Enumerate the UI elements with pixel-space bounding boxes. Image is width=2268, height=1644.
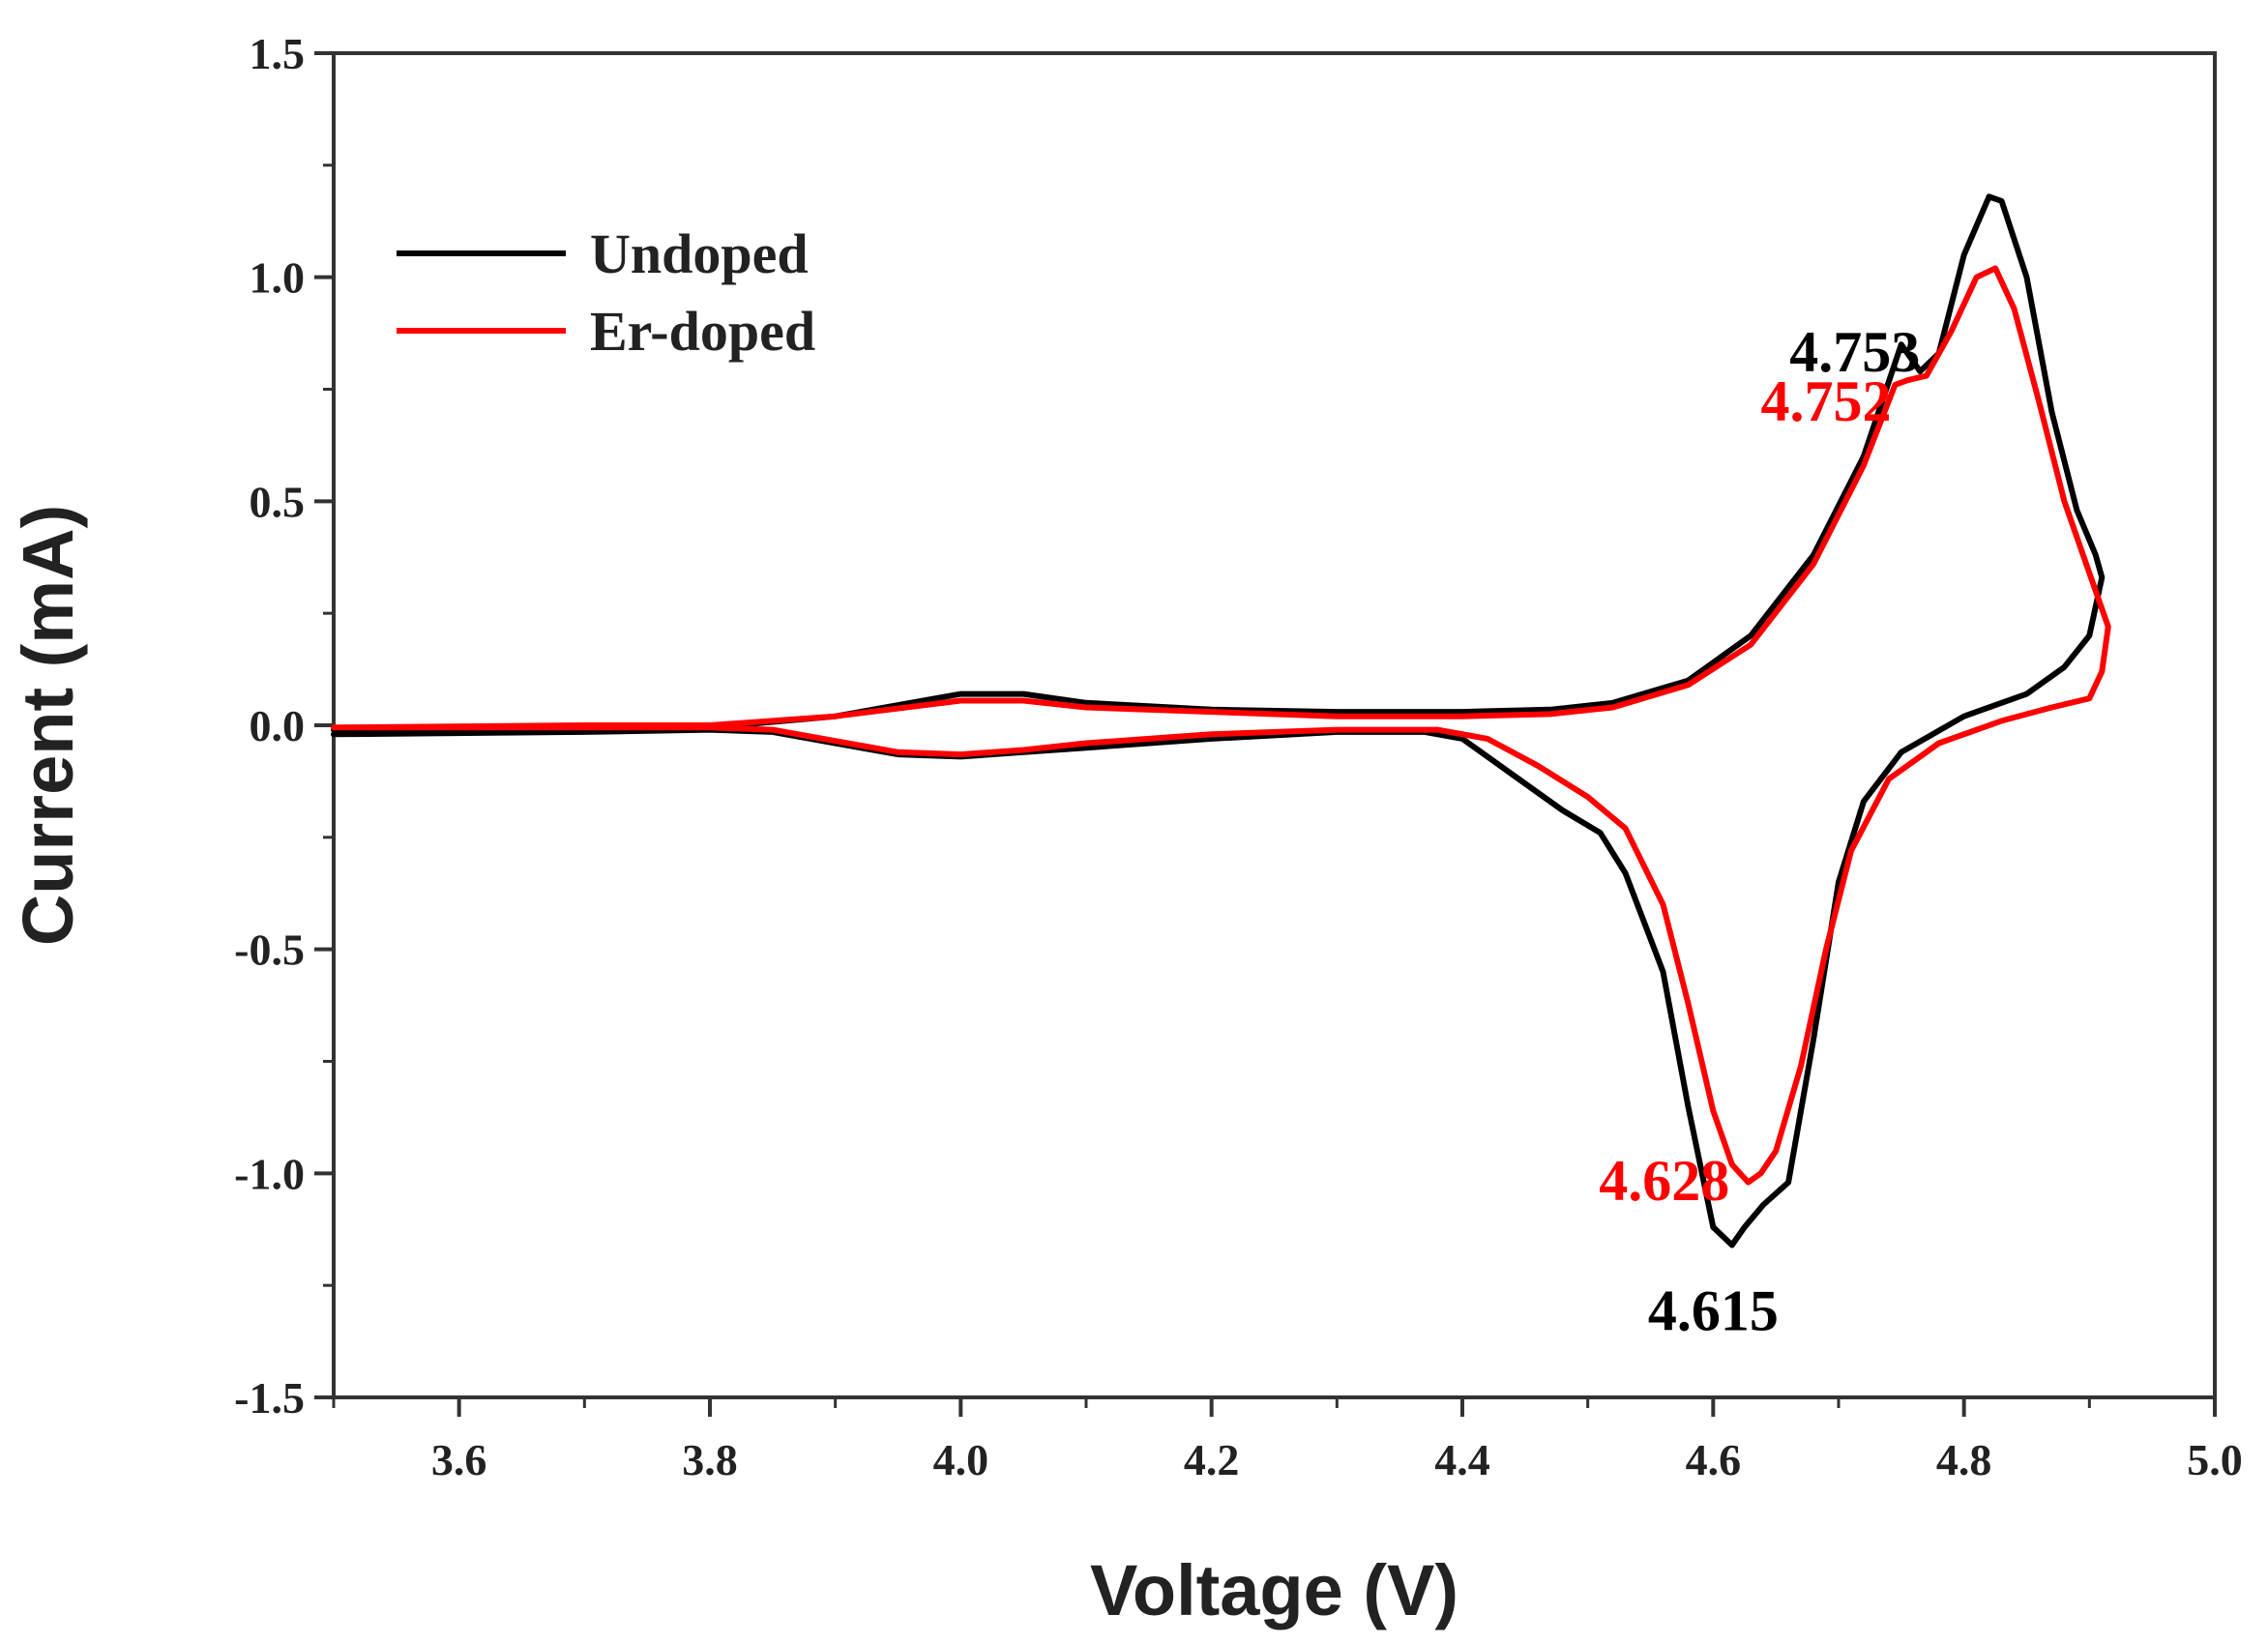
- peak-label: 4.753: [1789, 320, 1920, 384]
- x-tick-label: 4.6: [1686, 1435, 1742, 1484]
- y-tick-label: -1.5: [234, 1373, 305, 1423]
- y-tick-label: -1.0: [234, 1149, 305, 1198]
- x-tick-label: 4.0: [933, 1435, 989, 1484]
- y-axis-ticks: 1.5 1.0 0.5 0.0 -0.5 -1.0 -1.5: [234, 29, 334, 1423]
- y-axis-title: Current (mA): [8, 505, 88, 946]
- peak-label: 4.752: [1760, 369, 1891, 433]
- legend-label: Undoped: [590, 222, 809, 285]
- series-line-undoped: [331, 193, 2106, 1248]
- legend-label: Er-doped: [590, 300, 815, 363]
- x-tick-label: 4.8: [1936, 1435, 1992, 1484]
- x-axis-ticks: 3.6 3.8 4.0 4.2 4.4 4.6 4.8 5.0: [332, 1397, 2243, 1484]
- x-tick-label: 4.4: [1434, 1435, 1490, 1484]
- x-tick-label: 5.0: [2187, 1435, 2243, 1484]
- peak-label: 4.615: [1648, 1279, 1779, 1343]
- x-axis-title: Voltage (V): [1090, 1550, 1458, 1630]
- series-group: [331, 193, 2111, 1248]
- x-tick-label: 3.6: [431, 1435, 487, 1484]
- y-tick-label: 0.5: [250, 477, 306, 526]
- peak-label: 4.628: [1599, 1149, 1729, 1213]
- y-tick-label: 1.5: [250, 29, 306, 78]
- y-tick-label: 0.0: [250, 701, 306, 750]
- legend: Undoped Er-doped: [397, 222, 815, 363]
- x-tick-label: 3.8: [682, 1435, 738, 1484]
- x-tick-label: 4.2: [1184, 1435, 1240, 1484]
- series-line-er-doped: [331, 265, 2111, 1186]
- y-tick-label: 1.0: [250, 253, 306, 303]
- y-tick-label: -0.5: [234, 925, 305, 975]
